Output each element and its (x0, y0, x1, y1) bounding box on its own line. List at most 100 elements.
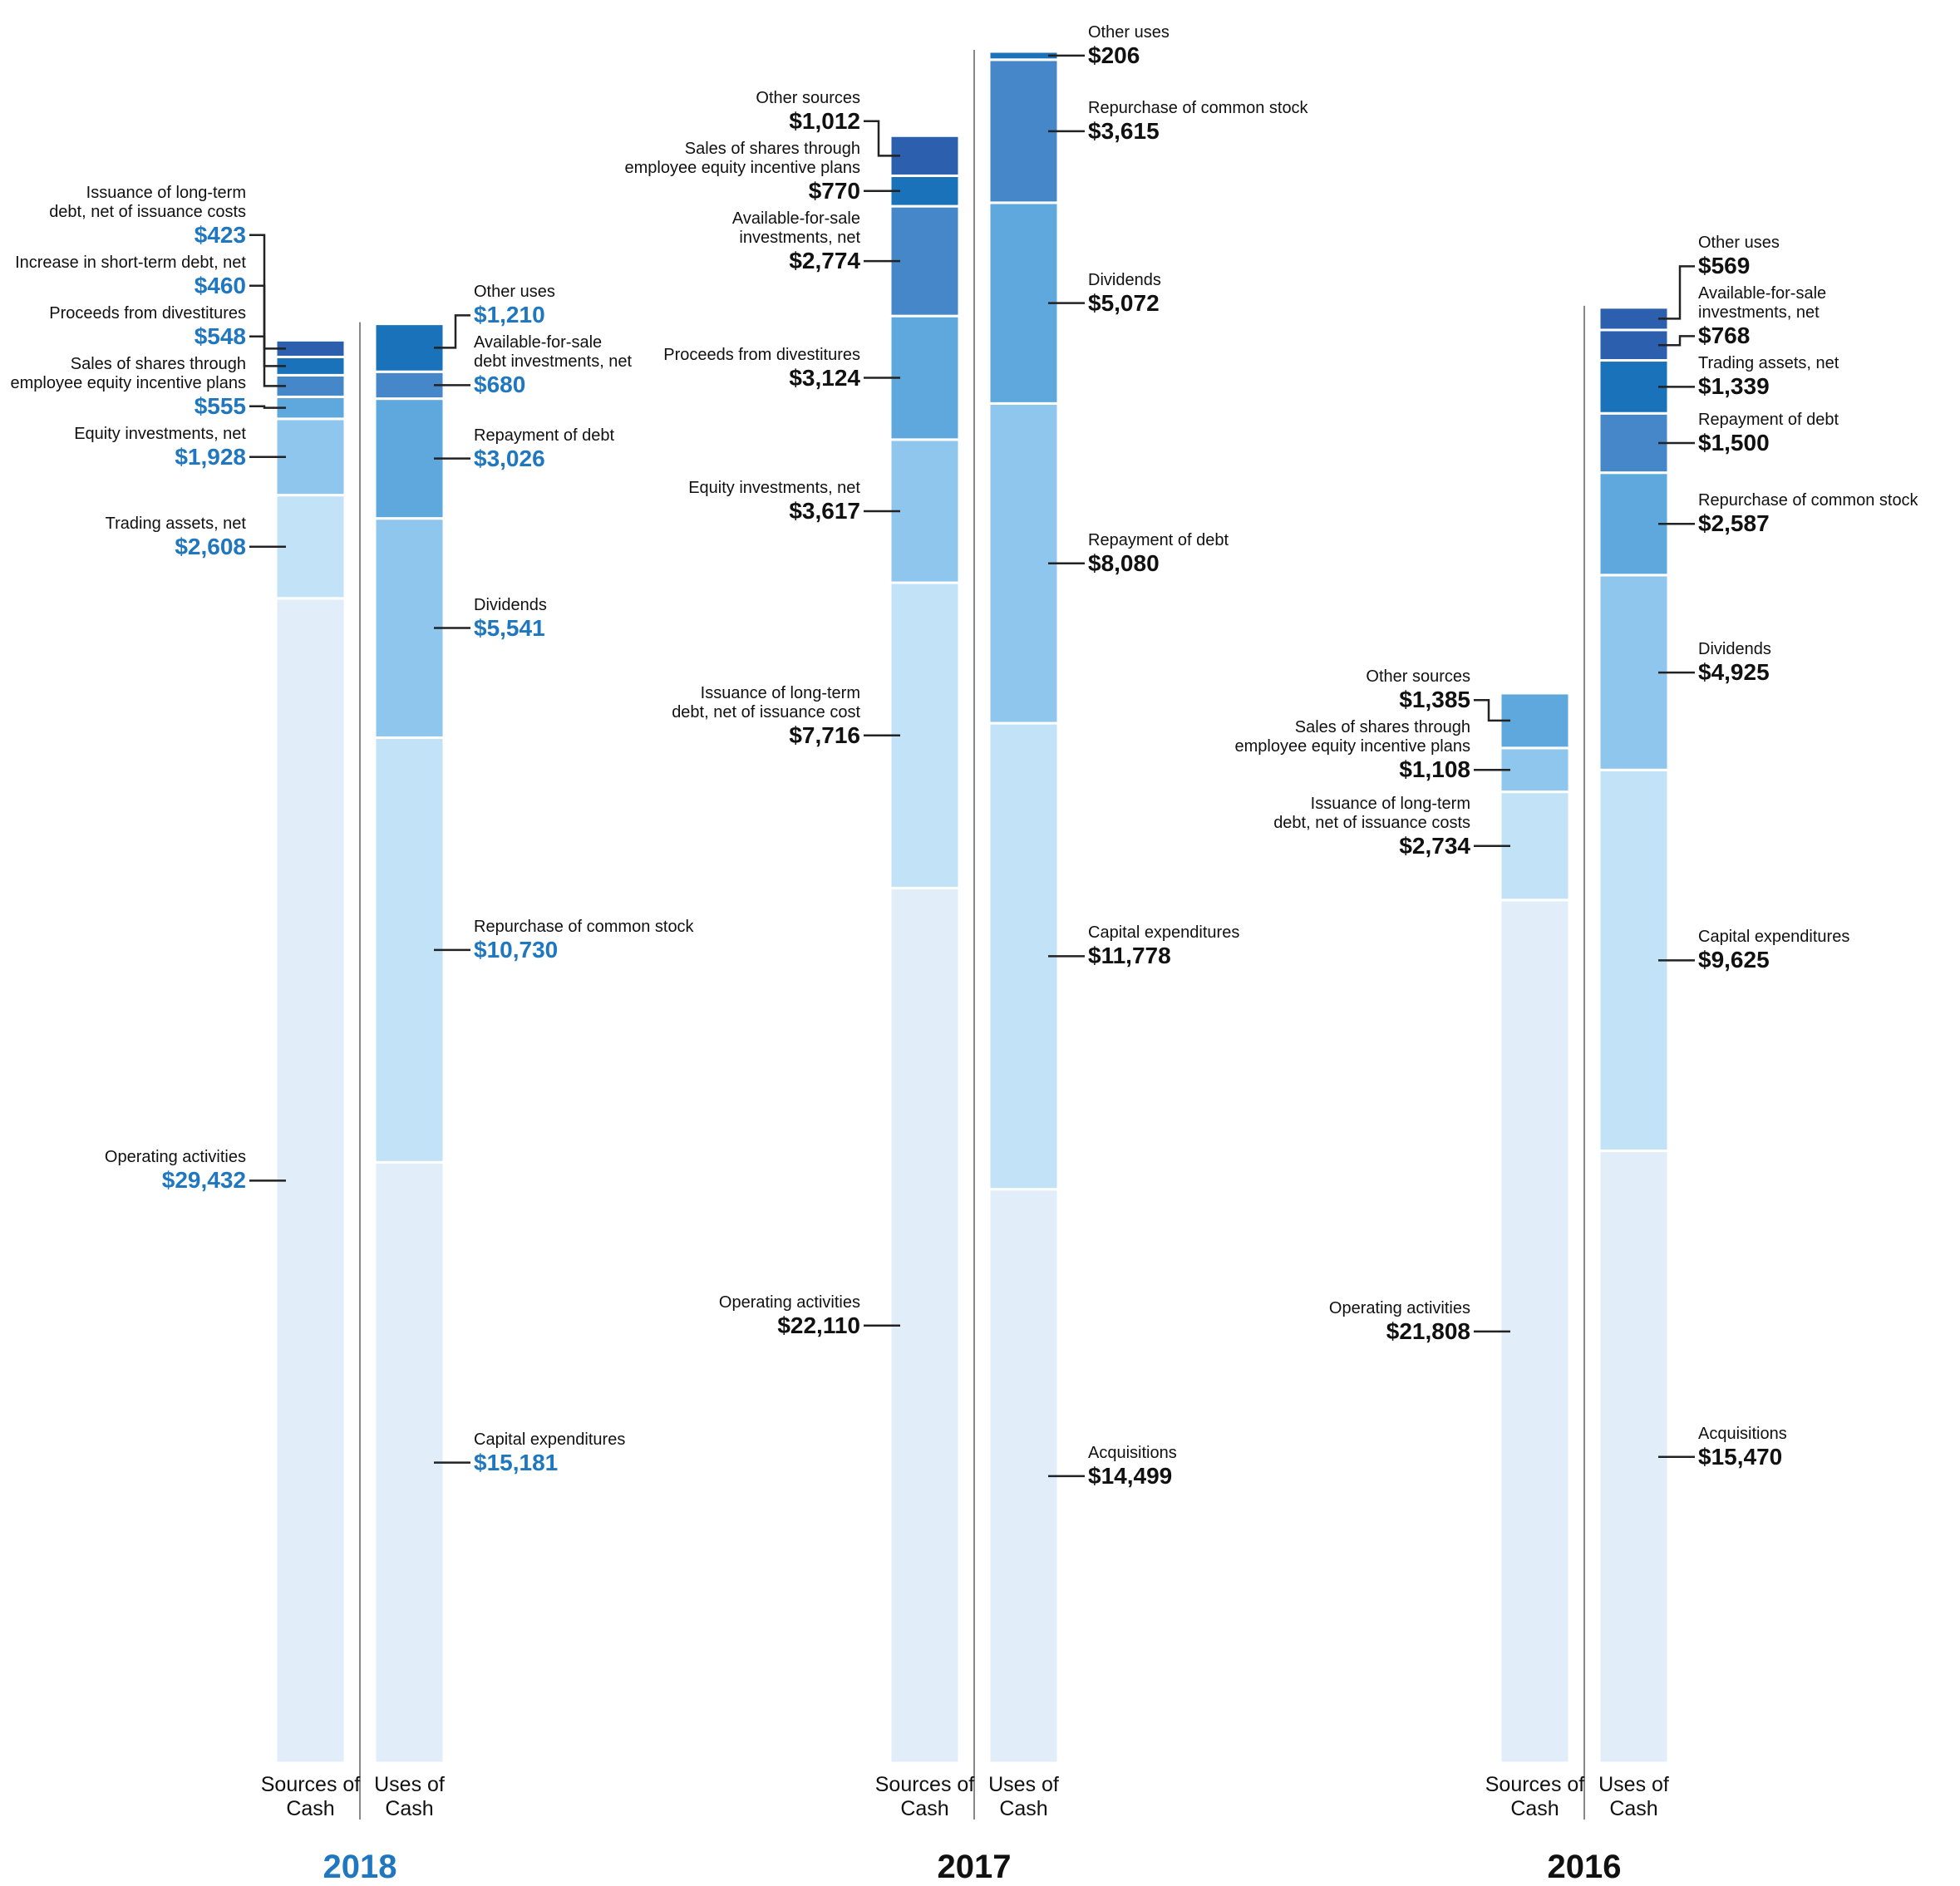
bar-segment (1598, 411, 1670, 475)
segment-value: $1,500 (1698, 429, 1770, 455)
column-label: Sources of Cash (260, 1773, 361, 1820)
segment-value: $770 (808, 177, 860, 204)
segment-label: Operating activities $22,110 (619, 1293, 860, 1339)
segment-value: $29,432 (161, 1167, 246, 1194)
bar-segment (889, 314, 961, 441)
bar-segment (274, 597, 347, 1765)
segment-name: Issuance of long-term debt, net of issua… (672, 683, 860, 721)
segment-value: $1,928 (175, 443, 246, 470)
bar-segment (1598, 328, 1670, 362)
bar-segment (987, 58, 1060, 204)
segment-name: Acquisitions (1698, 1424, 1787, 1443)
segment-label: Trading assets, net $2,608 (5, 515, 246, 560)
bar-segment (1598, 768, 1670, 1153)
leader-line (249, 405, 286, 409)
segment-value: $5,541 (474, 614, 545, 641)
segment-label: Available-for-sale investments, net $768 (1698, 284, 1939, 349)
segment-value: $8,080 (1088, 549, 1160, 576)
segment-value: $1,210 (474, 302, 545, 328)
segment-name: Other uses (1698, 234, 1780, 253)
segment-value: $555 (194, 392, 246, 419)
segment-value: $9,625 (1698, 947, 1770, 973)
column-label: Uses of Cash (1598, 1773, 1669, 1820)
segment-label: Other uses $569 (1698, 234, 1939, 279)
bar-segment (889, 438, 961, 584)
bar-segment (274, 395, 347, 421)
segment-name: Equity investments, net (688, 478, 860, 497)
bar-segment (987, 721, 1060, 1191)
segment-value: $3,615 (1088, 117, 1160, 144)
segment-name: Repurchase of common stock (1088, 98, 1308, 117)
bar-segment (987, 1188, 1060, 1765)
segment-value: $1,385 (1399, 687, 1470, 713)
segment-name: Dividends (474, 595, 547, 614)
bar-segment (889, 886, 961, 1765)
segment-label: Increase in short-term debt, net $460 (5, 254, 246, 299)
segment-value: $1,108 (1399, 756, 1470, 783)
segment-label: Dividends $4,925 (1698, 640, 1939, 686)
segment-name: Acquisitions (1088, 1443, 1177, 1462)
segment-label: Proceeds from divestitures $548 (5, 304, 246, 350)
segment-label: Available-for-sale investments, net $2,77… (619, 209, 860, 274)
bar-segment (373, 323, 446, 373)
segment-name: Dividends (1088, 270, 1161, 289)
segment-label: Other uses $206 (1088, 23, 1329, 69)
segment-label: Other sources $1,385 (1229, 667, 1470, 713)
segment-value: $3,124 (789, 364, 860, 391)
segment-name: Sales of shares through employee equity … (1234, 718, 1470, 756)
leader-line (1474, 699, 1510, 722)
segment-name: Repurchase of common stock (474, 917, 694, 936)
leader-line (1658, 265, 1695, 320)
bar-segment (1598, 1150, 1670, 1765)
bar-segment (1499, 790, 1571, 902)
segment-name: Trading assets, net (1698, 354, 1839, 373)
segment-label: Other sources $1,012 (619, 89, 860, 135)
segment-name: Repayment of debt (1088, 530, 1229, 549)
segment-name: Available-for-sale investments, net (731, 209, 860, 248)
segment-value: $1,012 (789, 107, 860, 134)
bar-segment (373, 517, 446, 739)
segment-name: Other sources (1366, 667, 1470, 687)
bar-segment (274, 417, 347, 497)
leader-line (249, 234, 286, 350)
segment-label: Repayment of debt $8,080 (1088, 531, 1329, 577)
segment-label: Capital expenditures $9,625 (1698, 928, 1939, 973)
segment-label: Dividends $5,072 (1088, 271, 1329, 317)
year-title: 2018 (323, 1849, 397, 1885)
segment-name: Operating activities (104, 1148, 246, 1167)
bar-segment (373, 736, 446, 1164)
segment-label: Capital expenditures $15,181 (474, 1431, 715, 1476)
segment-name: Sales of shares through employee equity … (624, 139, 860, 177)
column-label: Uses of Cash (374, 1773, 445, 1820)
bar-segment (274, 373, 347, 398)
segment-value: $2,774 (789, 248, 860, 274)
column-label: Sources of Cash (1485, 1773, 1585, 1820)
bar-segment (1499, 692, 1571, 750)
segment-value: $1,339 (1698, 373, 1770, 400)
segment-label: Repayment of debt $3,026 (474, 426, 715, 472)
segment-value: $3,026 (474, 445, 545, 471)
segment-value: $10,730 (474, 936, 559, 963)
segment-name: Trading assets, net (105, 514, 246, 533)
leader-line (1658, 335, 1695, 347)
segment-value: $11,778 (1088, 943, 1171, 969)
segment-label: Capital expenditures $11,778 (1088, 923, 1329, 969)
segment-value: $2,608 (175, 533, 246, 559)
bar-segment (1598, 471, 1670, 577)
segment-label: Equity investments, net $1,928 (5, 425, 246, 470)
bar-segment (987, 50, 1060, 62)
bar-segment (1499, 899, 1571, 1765)
segment-label: Acquisitions $14,499 (1088, 1444, 1329, 1490)
bar-segment (373, 1160, 446, 1765)
segment-value: $21,808 (1386, 1317, 1470, 1344)
segment-value: $7,716 (789, 721, 860, 748)
segment-name: Available-for-sale investments, net (1698, 284, 1827, 323)
segment-label: Trading assets, net $1,339 (1698, 354, 1939, 400)
bar-segment (373, 397, 446, 520)
segment-label: Issuance of long-term debt, net of issua… (5, 184, 246, 249)
segment-name: Repayment of debt (1698, 410, 1839, 429)
segment-name: Proceeds from divestitures (49, 303, 246, 323)
segment-value: $460 (194, 272, 246, 298)
